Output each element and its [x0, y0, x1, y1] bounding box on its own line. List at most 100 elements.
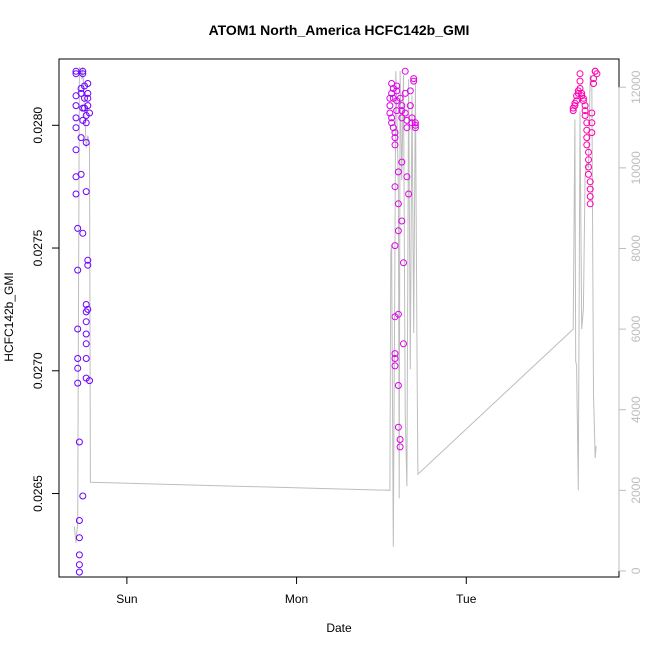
data-point	[401, 67, 409, 75]
data-point	[72, 70, 80, 78]
data-point	[84, 89, 92, 97]
data-point	[588, 119, 596, 127]
data-point	[410, 75, 418, 83]
data-point	[72, 124, 80, 132]
data-point	[585, 148, 592, 156]
data-point	[586, 200, 594, 208]
y2-tick-label: 2000	[629, 477, 643, 504]
data-point	[74, 355, 82, 362]
data-point	[569, 107, 577, 115]
data-point	[391, 350, 399, 358]
data-point	[74, 325, 82, 333]
data-point	[82, 340, 90, 348]
data-point	[394, 310, 402, 318]
data-point	[393, 107, 401, 115]
data-point	[391, 183, 399, 191]
data-point	[394, 168, 402, 176]
chart-title: ATOM1 North_America HCFC142b_GMI	[209, 22, 470, 38]
y2-tick-label: 10000	[629, 151, 643, 185]
data-point	[72, 102, 80, 110]
data-point	[81, 94, 88, 102]
data-point	[74, 266, 82, 274]
data-point	[75, 517, 83, 524]
data-point	[396, 94, 404, 102]
data-point	[396, 443, 404, 451]
data-point	[84, 94, 92, 102]
data-point	[84, 261, 92, 269]
data-point	[393, 82, 401, 90]
x-axis-label: Date	[326, 621, 352, 635]
data-point	[588, 129, 596, 137]
data-point	[398, 102, 406, 110]
data-point	[411, 121, 419, 129]
data-point	[586, 178, 594, 186]
y2-tick-label: 6000	[629, 315, 643, 342]
y2-tick-label: 12000	[629, 70, 643, 104]
data-point	[79, 70, 87, 78]
data-point	[581, 107, 589, 115]
data-point	[576, 77, 584, 85]
data-point	[84, 102, 92, 110]
data-point	[77, 89, 85, 97]
data-point	[583, 141, 591, 149]
data-point	[581, 112, 589, 119]
y-tick-label: 0.0275	[31, 229, 45, 266]
data-point	[84, 256, 92, 264]
data-point	[586, 185, 594, 193]
data-point	[398, 217, 406, 225]
data-point	[391, 355, 399, 362]
data-point	[405, 190, 413, 198]
data-point	[391, 141, 399, 149]
data-point	[579, 94, 587, 102]
data-point	[411, 124, 419, 132]
data-point	[82, 355, 90, 362]
data-point	[72, 67, 80, 75]
y-tick-label: 0.0280	[31, 107, 45, 144]
data-point	[82, 188, 90, 196]
data-point	[82, 139, 90, 146]
data-point	[400, 259, 407, 267]
data-point	[578, 89, 586, 97]
data-point	[576, 85, 584, 92]
data-point	[388, 114, 396, 122]
data-point	[77, 170, 85, 178]
data-point	[579, 97, 587, 105]
data-point	[586, 193, 594, 200]
data-point	[86, 377, 93, 385]
x-tick-label: Mon	[285, 592, 308, 606]
data-point	[82, 330, 90, 338]
data-point	[398, 158, 406, 166]
y2-tick-label: 4000	[629, 396, 643, 423]
data-point	[72, 146, 80, 154]
data-point	[84, 80, 92, 87]
data-point	[77, 134, 85, 142]
data-point	[583, 119, 591, 127]
data-point	[84, 305, 92, 313]
data-point	[583, 134, 591, 142]
data-point	[388, 119, 396, 127]
y-tick-label: 0.0270	[31, 352, 45, 389]
data-point	[400, 340, 407, 348]
data-point	[79, 67, 87, 75]
data-point	[394, 423, 402, 431]
data-point	[72, 190, 80, 198]
y2-tick-label: 0	[629, 567, 643, 574]
data-point	[406, 102, 414, 110]
data-point	[74, 364, 82, 372]
data-point	[75, 561, 83, 569]
secondary-series-line	[73, 66, 597, 547]
data-point	[411, 119, 419, 127]
data-point	[72, 114, 80, 122]
y-tick-label: 0.0265	[31, 475, 45, 512]
data-point	[571, 102, 579, 110]
data-point	[396, 436, 404, 443]
data-point	[74, 379, 82, 387]
data-point	[86, 109, 93, 117]
data-point	[75, 551, 83, 559]
data-point	[389, 124, 397, 132]
data-point	[391, 134, 399, 142]
data-point	[391, 242, 399, 250]
data-point	[75, 568, 83, 576]
data-point	[386, 109, 394, 117]
